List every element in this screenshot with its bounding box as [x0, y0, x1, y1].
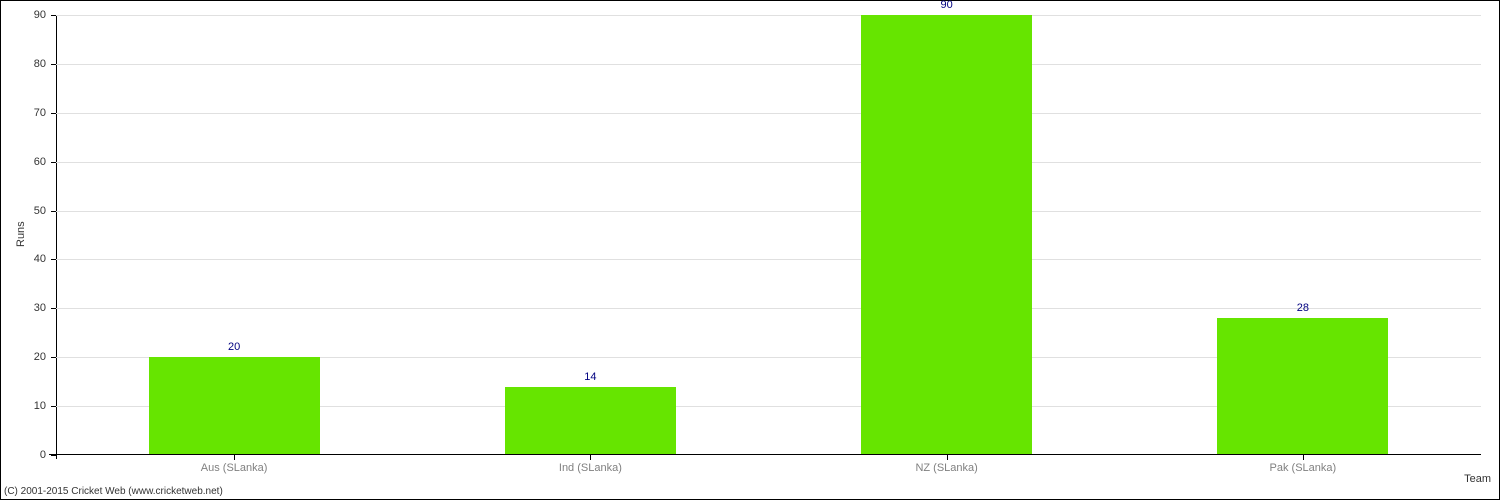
bar-value-label: 90 — [941, 0, 953, 11]
bar — [149, 357, 320, 454]
y-tick-label: 80 — [16, 58, 46, 70]
x-category-label: Ind (SLanka) — [559, 462, 622, 474]
x-tick — [590, 455, 591, 460]
gridline — [56, 211, 1481, 212]
x-axis-title: Team — [1464, 473, 1491, 485]
copyright-text: (C) 2001-2015 Cricket Web (www.cricketwe… — [4, 486, 223, 497]
y-tick — [51, 308, 56, 309]
y-tick — [51, 357, 56, 358]
y-tick — [51, 64, 56, 65]
bar-value-label: 28 — [1297, 302, 1309, 314]
chart-container: 0 10 20 30 40 50 60 70 80 90 20 Aus (SLanka) 14 Ind (… — [0, 0, 1500, 500]
y-tick — [51, 162, 56, 163]
x-tick — [234, 455, 235, 460]
y-tick-label: 20 — [16, 351, 46, 363]
gridline — [56, 64, 1481, 65]
x-category-label: Pak (SLanka) — [1270, 462, 1337, 474]
y-tick-label: 60 — [16, 156, 46, 168]
x-tick — [947, 455, 948, 460]
bar — [861, 15, 1032, 454]
gridline — [56, 162, 1481, 163]
y-axis-title: Runs — [15, 221, 27, 247]
y-tick — [51, 211, 56, 212]
y-tick-label: 0 — [16, 449, 46, 461]
bar — [1217, 318, 1388, 454]
x-tick — [1303, 455, 1304, 460]
y-tick-label: 90 — [16, 9, 46, 21]
gridline — [56, 259, 1481, 260]
y-tick — [51, 455, 56, 456]
y-axis — [56, 15, 57, 459]
y-tick — [51, 406, 56, 407]
y-tick-label: 70 — [16, 107, 46, 119]
y-tick — [51, 15, 56, 16]
gridline — [56, 15, 1481, 16]
plot-area: 010203040506070809020Aus (SLanka)14Ind (… — [56, 15, 1481, 455]
y-tick-label: 10 — [16, 400, 46, 412]
gridline — [56, 113, 1481, 114]
y-tick-label: 50 — [16, 205, 46, 217]
gridline — [56, 308, 1481, 309]
y-tick-label: 40 — [16, 253, 46, 265]
y-tick — [51, 259, 56, 260]
x-category-label: Aus (SLanka) — [201, 462, 268, 474]
bar-value-label: 20 — [228, 341, 240, 353]
y-tick-label: 30 — [16, 302, 46, 314]
bar — [505, 387, 676, 454]
x-category-label: NZ (SLanka) — [915, 462, 977, 474]
bar-value-label: 14 — [584, 371, 596, 383]
y-tick — [51, 113, 56, 114]
x-axis — [49, 454, 1481, 455]
